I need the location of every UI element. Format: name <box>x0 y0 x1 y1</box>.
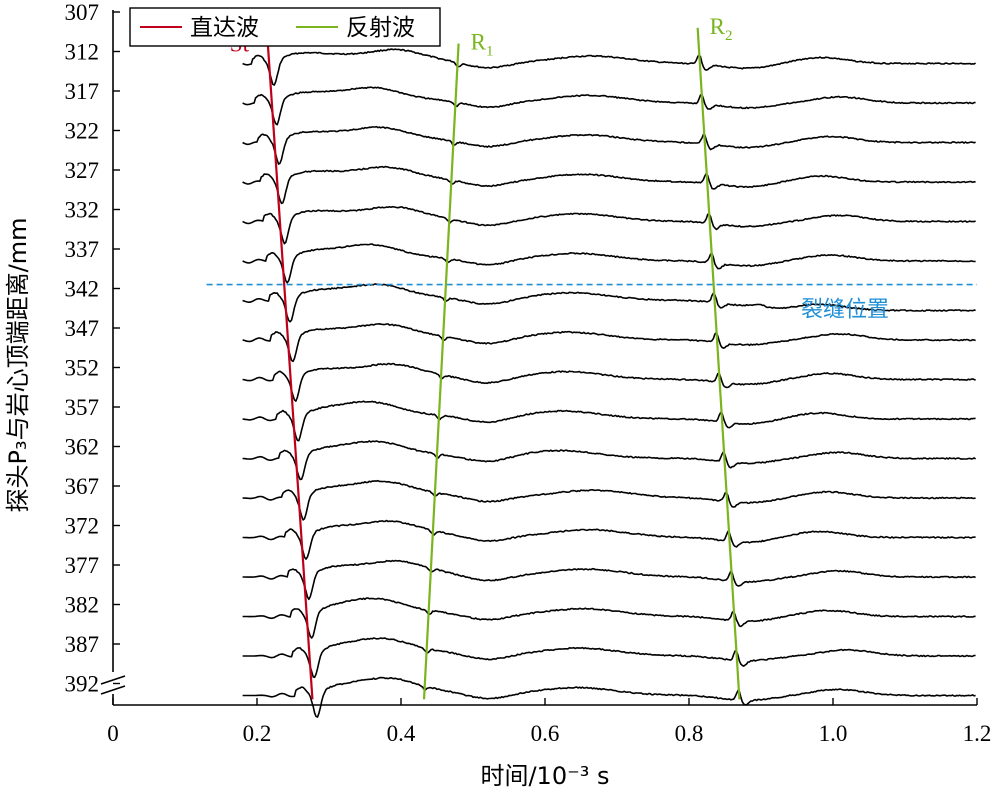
x-tick-label: 1.2 <box>963 721 992 746</box>
y-tick-label: 307 <box>65 0 100 25</box>
y-tick-label: 347 <box>65 316 100 341</box>
annotations: 裂缝位置StR1R2 <box>206 14 977 700</box>
legend-label: 直达波 <box>190 15 259 41</box>
y-tick-label: 312 <box>65 40 100 65</box>
axis-ticks: 0 0.2 0.4 0.6 0.8 1.0 1.2 307 312 317 322 327 332 337… <box>65 0 992 746</box>
y-tick-label: 332 <box>65 198 100 223</box>
waveform-trace <box>242 559 976 601</box>
y-tick-label: 322 <box>65 119 100 144</box>
direct-wave-line <box>266 43 314 700</box>
waveform-traces <box>242 48 977 718</box>
waveform-trace <box>242 519 976 560</box>
waveform-trace <box>242 400 976 442</box>
waveform-trace <box>242 676 976 718</box>
y-tick-label: 377 <box>65 553 100 578</box>
x-tick-label: 0.4 <box>387 721 416 746</box>
reflected-wave-label: R2 <box>710 14 733 44</box>
axis-break-mark <box>100 685 126 695</box>
y-tick-label: 357 <box>65 395 100 420</box>
y-axis-label: 探头P₃与岩心顶端距离/mm <box>4 218 32 513</box>
legend: 直达波 反射波 <box>129 7 441 47</box>
waveform-trace <box>242 440 977 481</box>
reflected-wave-line <box>422 43 460 700</box>
y-tick-label: 317 <box>65 79 100 104</box>
waveform-trace <box>242 243 976 284</box>
y-tick-label: 367 <box>65 474 100 499</box>
y-tick-label: 387 <box>65 632 100 657</box>
y-tick-label: 342 <box>65 277 100 302</box>
x-tick-label: 0.2 <box>243 721 272 746</box>
x-tick-label: 0.6 <box>531 721 560 746</box>
waveform-trace <box>242 637 976 679</box>
legend-label: 反射波 <box>346 15 415 41</box>
waveform-trace <box>242 362 976 402</box>
waveform-trace <box>242 597 976 639</box>
waveform-trace <box>242 125 976 165</box>
x-tick-label: 0 <box>107 721 119 746</box>
reflected-wave-label: R1 <box>471 30 494 60</box>
waveform-trace <box>242 479 976 521</box>
x-axis-label: 时间/10⁻³ s <box>480 762 609 790</box>
waveform-trace <box>242 165 976 205</box>
axis-break-mark <box>100 675 126 685</box>
y-tick-label: 337 <box>65 237 100 262</box>
crack-position-label: 裂缝位置 <box>801 298 889 323</box>
x-tick-label: 1.0 <box>819 721 848 746</box>
y-tick-label: 362 <box>65 435 100 460</box>
waveform-trace <box>242 322 976 363</box>
waveform-trace <box>242 48 977 86</box>
y-tick-label: 382 <box>65 593 100 618</box>
y-tick-label: 352 <box>65 356 100 381</box>
x-tick-label: 0.8 <box>675 721 704 746</box>
waveform-trace <box>242 283 976 323</box>
axes <box>100 10 977 706</box>
waveform-trace <box>242 205 976 245</box>
reflected-wave-line <box>696 27 741 700</box>
y-tick-label: 392 <box>65 672 100 697</box>
waveform-trace <box>242 86 976 126</box>
y-tick-label: 372 <box>65 514 100 539</box>
y-tick-label: 327 <box>65 158 100 183</box>
